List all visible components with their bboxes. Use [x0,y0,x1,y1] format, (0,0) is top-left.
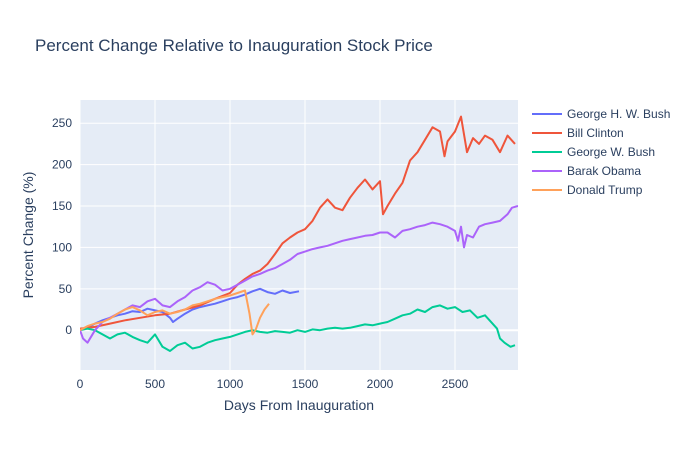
x-tick-label: 2500 [442,377,469,391]
x-tick-label: 2000 [367,377,394,391]
legend-label: Donald Trump [567,183,643,197]
legend-item[interactable]: George H. W. Bush [532,107,670,121]
grid-lines [79,100,518,370]
y-tick-label: 0 [65,323,72,337]
x-tick-label: 1500 [292,377,319,391]
series-line-barak-obama [80,205,518,344]
plot-area [80,100,518,370]
chart-title: Percent Change Relative to Inauguration … [35,36,433,55]
axis-ticks: 0 500 1000 1500 2000 2500 0 50 100 150 200 250 [52,116,469,391]
legend: George H. W. Bush Bill Clinton George W. B… [532,107,670,197]
legend-item[interactable]: George W. Bush [532,145,655,159]
y-tick-label: 100 [52,240,72,254]
y-tick-label: 200 [52,158,72,172]
x-tick-label: 1000 [217,377,244,391]
legend-label: George W. Bush [567,145,655,159]
legend-label: Barak Obama [567,164,641,178]
series-lines [80,115,518,352]
y-tick-label: 250 [52,116,72,130]
legend-label: George H. W. Bush [567,107,670,121]
series-line-george-w-bush [80,304,516,352]
legend-item[interactable]: Barak Obama [532,164,641,178]
series-line-donald-trump [80,289,270,336]
x-tick-label: 500 [145,377,165,391]
x-axis-title: Days From Inauguration [224,397,374,413]
y-tick-label: 150 [52,199,72,213]
legend-item[interactable]: Bill Clinton [532,126,624,140]
legend-item[interactable]: Donald Trump [532,183,643,197]
series-line-george-h-w-bush [80,287,300,332]
y-tick-label: 50 [59,282,73,296]
x-tick-label: 0 [77,377,84,391]
y-axis-title: Percent Change (%) [20,172,36,299]
legend-label: Bill Clinton [567,126,624,140]
